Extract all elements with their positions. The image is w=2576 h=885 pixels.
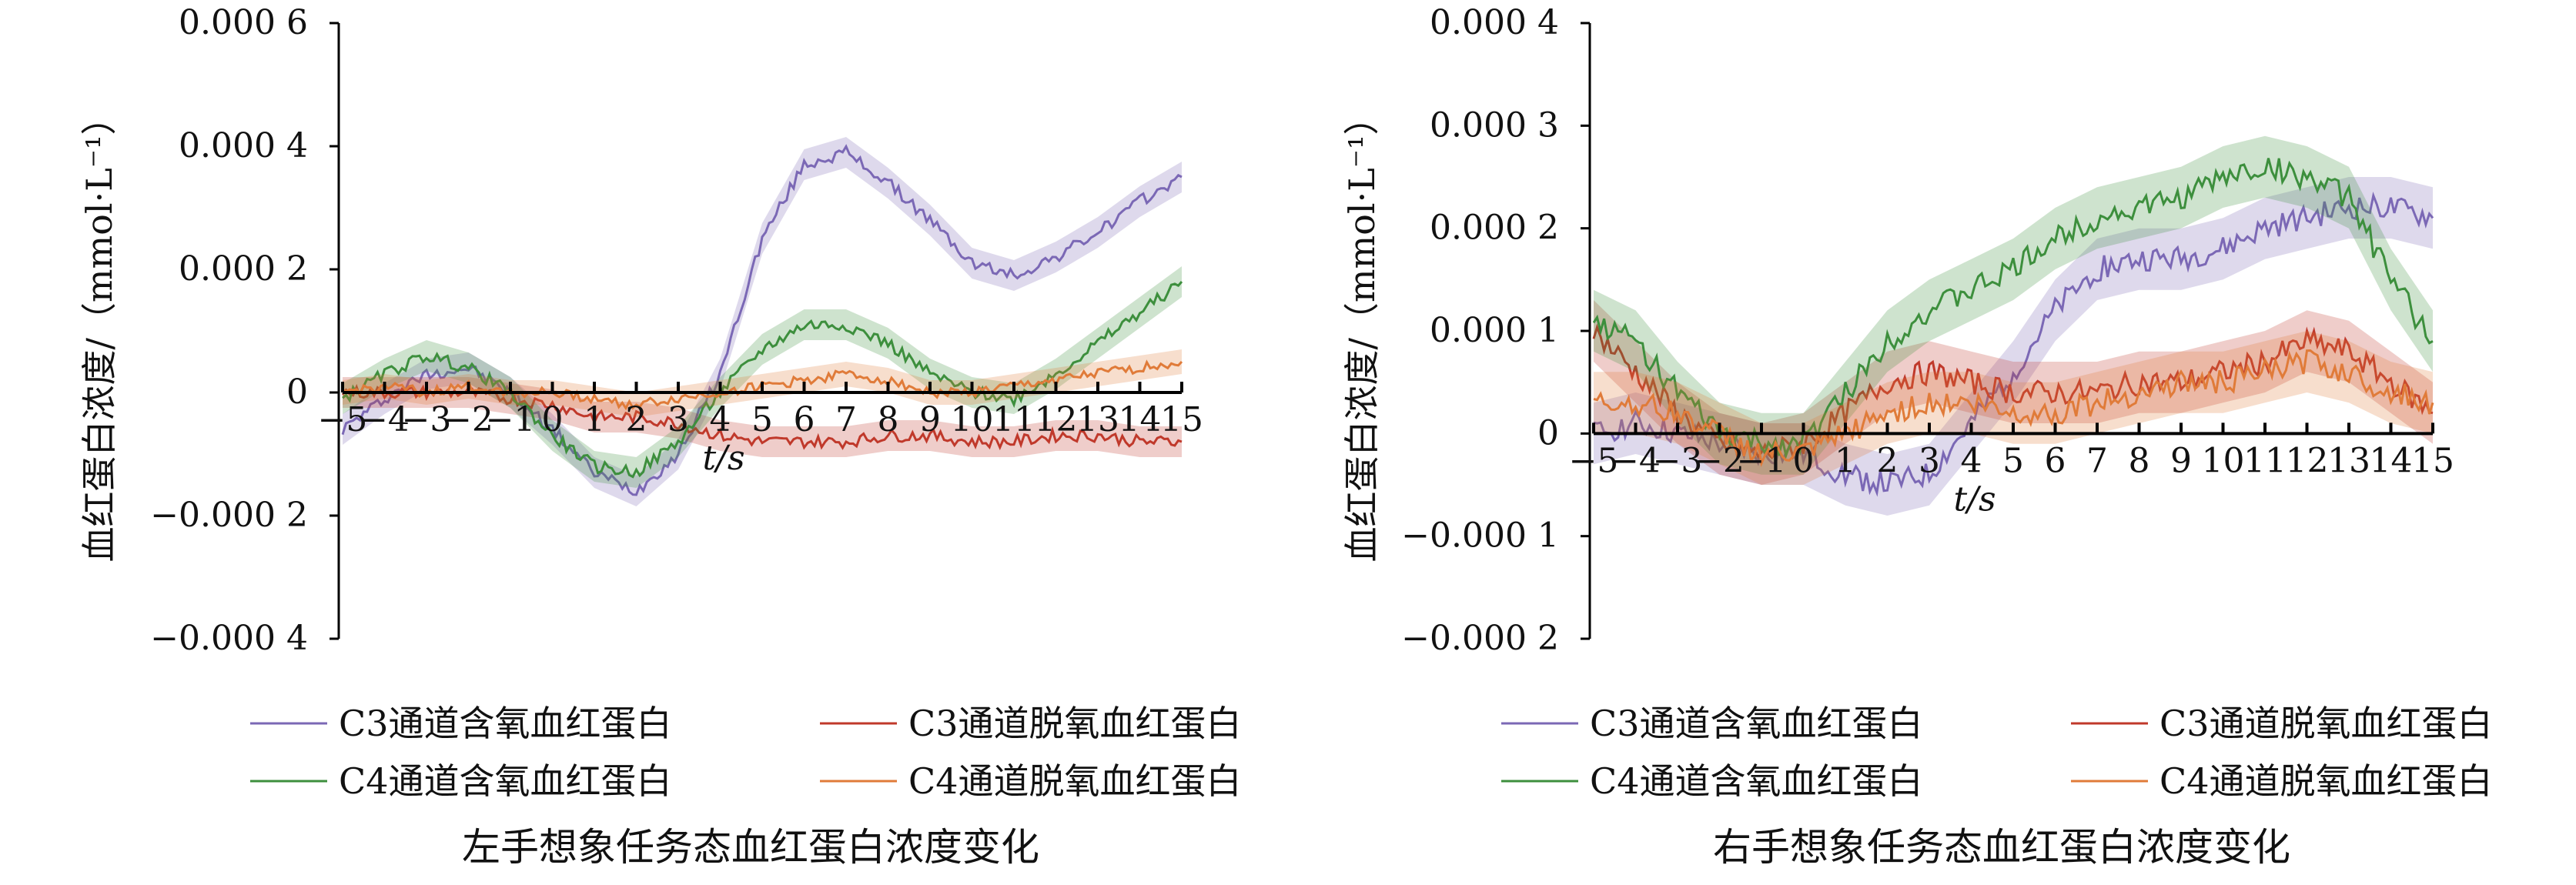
x-axis-title: t/s: [702, 439, 744, 478]
y-tick-label: 0.000 1: [1430, 311, 1559, 350]
legend-label: C4通道脱氧血红蛋白: [908, 760, 1241, 802]
x-tick-label: 9: [2170, 441, 2192, 480]
x-tick-label: 1: [584, 400, 605, 439]
x-axis-title: t/s: [1953, 479, 1996, 519]
x-tick-label: 7: [2086, 441, 2108, 480]
x-tick-label: 2: [1877, 441, 1899, 480]
x-tick-label: −4: [1611, 441, 1661, 480]
x-tick-label: −1: [1737, 441, 1787, 480]
legend-label: C4通道脱氧血红蛋白: [2159, 760, 2492, 802]
x-tick-label: 2: [626, 400, 647, 439]
x-tick-label: 15: [2411, 441, 2454, 480]
x-tick-label: 3: [1919, 441, 1940, 480]
x-tick-label: 7: [835, 400, 857, 439]
x-tick-label: 12: [1035, 400, 1078, 439]
x-tick-label: 0: [542, 400, 564, 439]
x-tick-label: 13: [2327, 441, 2370, 480]
x-tick-label: 8: [878, 400, 899, 439]
y-tick-label: 0.000 3: [1430, 105, 1559, 145]
chart-title: 左手想象任务态血红蛋白浓度变化: [462, 825, 1039, 870]
y-axis-title: 血红蛋白浓度/（mmol·L⁻¹）: [79, 99, 120, 562]
chart-left: −0.000 4 −0.000 2 0 0.000 2 0.000 4 0.000 6 血红…: [79, 3, 1241, 870]
y-tick-label: −0.000 1: [1401, 516, 1559, 556]
x-tick-label: −3: [1653, 441, 1703, 480]
y-axis-title: 血红蛋白浓度/（mmol·L⁻¹）: [1341, 99, 1383, 562]
series-line: [1593, 349, 2434, 468]
chart-right: −0.000 2 −0.000 1 0 0.000 1 0.000 2 0.000 3 0.…: [1341, 3, 2492, 870]
x-tick-label: 5: [2002, 441, 2024, 480]
x-tick-label: −4: [360, 400, 410, 439]
x-tick-label: 3: [667, 400, 689, 439]
x-tick-label: 11: [992, 400, 1035, 439]
x-tick-label: 11: [2243, 441, 2287, 480]
x-tick-label: 4: [1961, 441, 1982, 480]
legend-label: C4通道含氧血红蛋白: [339, 760, 671, 802]
legend-label: C4通道含氧血红蛋白: [1590, 760, 1922, 802]
x-tick-label: −1: [486, 400, 536, 439]
series-line: [341, 144, 1183, 496]
x-tick-label: 8: [2129, 441, 2150, 480]
y-tick-label: 0.000 4: [179, 126, 308, 165]
x-tick-label: 14: [2370, 441, 2413, 480]
x-tick-label: 13: [1076, 400, 1119, 439]
x-tick-label: −2: [443, 400, 493, 439]
x-tick-label: 14: [1119, 400, 1162, 439]
y-tick-label: −0.000 2: [150, 496, 308, 535]
chart-title: 右手想象任务态血红蛋白浓度变化: [1713, 825, 2290, 870]
x-tick-label: 6: [794, 400, 815, 439]
y-tick-label: 0.000 4: [1430, 3, 1559, 42]
y-tick-label: −0.000 2: [1401, 619, 1559, 658]
legend-label: C3通道含氧血红蛋白: [339, 703, 671, 744]
x-tick-label: 15: [1160, 400, 1203, 439]
legend-label: C3通道脱氧血红蛋白: [2159, 703, 2492, 744]
x-tick-label: 12: [2286, 441, 2329, 480]
x-tick-label: −2: [1694, 441, 1745, 480]
legend-label: C3通道含氧血红蛋白: [1590, 703, 1922, 744]
x-tick-label: 9: [919, 400, 941, 439]
x-tick-label: 6: [2045, 441, 2066, 480]
y-tick-label: −0.000 4: [150, 619, 308, 658]
y-tick-label: 0.000 6: [179, 3, 308, 42]
series-band: [1594, 135, 2433, 475]
series-band: [343, 137, 1182, 506]
series-line: [1592, 323, 2434, 460]
y-tick-label: 0: [1537, 413, 1559, 453]
x-tick-label: −3: [402, 400, 452, 439]
y-tick-label: 0.000 2: [179, 249, 308, 289]
legend-label: C3通道脱氧血红蛋白: [908, 703, 1241, 744]
y-tick-label: 0.000 2: [1430, 209, 1559, 248]
x-tick-label: 10: [951, 400, 994, 439]
x-tick-label: 0: [1793, 441, 1815, 480]
x-tick-label: 5: [751, 400, 773, 439]
x-tick-label: −5: [318, 400, 368, 439]
y-tick-label: 0: [286, 372, 308, 412]
x-tick-label: −5: [1569, 441, 1619, 480]
x-tick-label: 4: [710, 400, 731, 439]
x-tick-label: 10: [2202, 441, 2245, 480]
x-tick-label: 1: [1835, 441, 1856, 480]
